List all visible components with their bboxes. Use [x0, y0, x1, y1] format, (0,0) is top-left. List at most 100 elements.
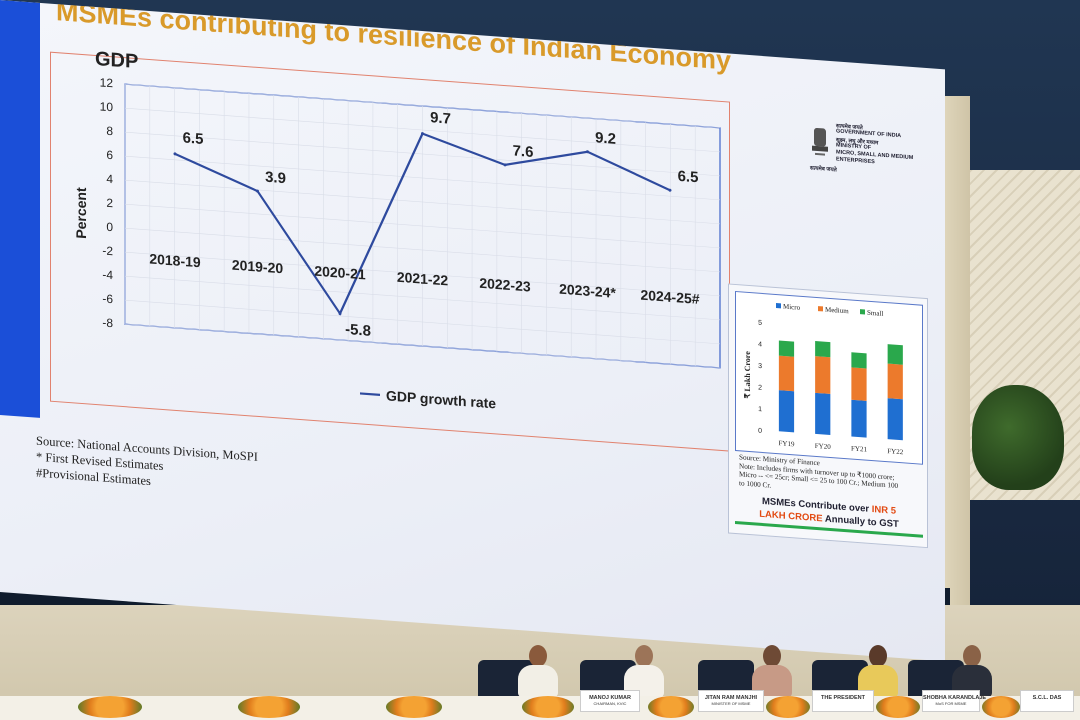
- nameplate-name: SHOBHA KARANDLAJE: [923, 695, 987, 701]
- panelist: [516, 645, 560, 697]
- gst-y-tick-label: 4: [758, 341, 762, 348]
- gst-x-tick-label: FY20: [815, 442, 831, 451]
- data-point: [256, 189, 259, 193]
- logo-tagline: सत्यमेव जयते: [810, 165, 837, 174]
- data-point: [503, 163, 507, 167]
- gst-bar-segment: [815, 392, 831, 435]
- flower-arrangement: [238, 696, 300, 718]
- y-tick-label: 0: [106, 220, 113, 234]
- gst-chart-frame: ₹ Lakh Crore 0 1 2 3 4 5 Micro Medium Small FY19 FY…: [735, 290, 923, 465]
- data-label: 7.6: [513, 142, 534, 161]
- grid-line: [125, 203, 720, 249]
- gst-y-tick-label: 1: [758, 406, 762, 413]
- y-tick-label: 10: [100, 99, 114, 114]
- grid-line: [125, 131, 720, 177]
- flower-arrangement: [876, 696, 920, 718]
- gst-bar-segment: [851, 352, 867, 369]
- y-tick-label: -2: [102, 244, 113, 259]
- y-tick-label: -4: [102, 268, 113, 283]
- projection-screen: MSMEs contributing to resilience of Indi…: [0, 0, 945, 662]
- gst-bar-segment: [887, 398, 903, 441]
- flower-arrangement: [648, 696, 694, 718]
- flower-arrangement: [766, 696, 810, 718]
- y-tick-label: 2: [106, 196, 113, 210]
- legend-label: GDP growth rate: [386, 387, 496, 411]
- nameplate: SHOBHA KARANDLAJE MoS FOR MSME: [922, 690, 987, 712]
- nameplate: JITAN RAM MANJHI MINISTER OF MSME: [698, 690, 764, 712]
- nameplate-role: CHAIRMAN, KVIC: [593, 701, 627, 706]
- nameplate-role: MoS FOR MSME: [935, 701, 967, 706]
- gst-legend-swatch: [776, 302, 781, 309]
- y-tick-label: 4: [106, 172, 113, 186]
- gst-bar-segment: [815, 340, 831, 358]
- y-axis-label: Percent: [73, 186, 89, 239]
- decor-plant: [972, 385, 1064, 490]
- gst-bar-segment: [851, 399, 867, 438]
- data-label: 6.5: [678, 168, 699, 187]
- grid-line: [125, 227, 720, 273]
- grid-line: [125, 323, 720, 369]
- gst-stacked-bar-chart: ₹ Lakh Crore 0 1 2 3 4 5 Micro Medium Small FY19 FY…: [743, 302, 904, 457]
- gst-y-tick-label: 2: [758, 384, 762, 391]
- data-point: [586, 150, 589, 154]
- data-point: [338, 312, 342, 316]
- data-label: 3.9: [265, 169, 286, 188]
- nameplate: THE PRESIDENT: [812, 690, 874, 712]
- y-tick-label: 8: [106, 124, 113, 138]
- nameplate-name: JITAN RAM MANJHI: [704, 695, 758, 701]
- gst-x-tick-label: FY21: [851, 445, 867, 454]
- nameplate: MANOJ KUMAR CHAIRMAN, KVIC: [580, 690, 640, 712]
- nameplate-name: THE PRESIDENT: [820, 695, 865, 701]
- slide-notes: Source: National Accounts Division, MoSP…: [36, 433, 258, 497]
- x-tick-label: 2020-21: [314, 263, 366, 283]
- x-tick-label: 2021-22: [397, 269, 449, 289]
- gst-y-axis-label: ₹ Lakh Crore: [743, 350, 752, 399]
- gst-bar-segment: [851, 367, 867, 401]
- legend-swatch: [360, 392, 380, 397]
- y-tick-label: -6: [102, 292, 113, 307]
- x-tick-label: 2018-19: [149, 251, 201, 271]
- gst-bar-segment: [778, 340, 795, 357]
- gst-bar-segment: [815, 356, 831, 394]
- grid-line: [125, 83, 720, 129]
- x-tick-label: 2023-24*: [559, 281, 616, 301]
- grid-line: [125, 275, 720, 321]
- y-tick-label: 6: [106, 148, 113, 162]
- gst-y-tick-label: 3: [758, 363, 762, 370]
- nameplate-name: MANOJ KUMAR: [589, 695, 631, 701]
- grid-line: [125, 107, 720, 153]
- gst-legend-swatch: [860, 309, 865, 315]
- data-label: 9.2: [595, 129, 616, 148]
- gst-legend-label: Medium: [825, 306, 849, 316]
- data-label: 9.7: [430, 109, 451, 128]
- gst-callout-unit: LAKH CRORE: [759, 508, 823, 525]
- data-point: [668, 188, 672, 192]
- ministry-logo: सत्यमेव जयते GOVERNMENT OF INDIA सूक्ष्म…: [810, 119, 913, 190]
- gst-callout-amount: INR 5: [871, 504, 897, 517]
- nameplate: S.C.L. DAS: [1020, 690, 1074, 712]
- data-point: [421, 132, 424, 136]
- x-tick-label: 2024-25#: [640, 287, 699, 307]
- y-tick-label: 12: [100, 75, 114, 90]
- nameplate-role: MINISTER OF MSME: [711, 701, 751, 706]
- data-label: -5.8: [345, 321, 371, 340]
- flower-arrangement: [78, 696, 142, 718]
- nameplate-name: S.C.L. DAS: [1032, 695, 1062, 701]
- x-tick-label: 2022-23: [479, 275, 531, 295]
- gst-bar-segment: [778, 390, 795, 433]
- panelist: [750, 645, 794, 697]
- chart-title: GDP: [95, 48, 138, 73]
- gst-bar-segment: [887, 344, 903, 365]
- grid-line: [125, 179, 720, 225]
- gst-callout: MSMEs Contribute over INR 5 LAKH CRORE A…: [739, 493, 919, 532]
- gst-bar-segment: [887, 363, 903, 400]
- grid-line: [125, 299, 720, 345]
- gst-x-tick-label: FY22: [887, 447, 903, 456]
- gst-contribution-panel: ₹ Lakh Crore 0 1 2 3 4 5 Micro Medium Small FY19 FY…: [728, 283, 928, 549]
- gdp-line-chart: GDP Percent 12 10 8 6 4 2 0 -2 -4 -6 -8 6.5 3.9 -5.8 9.7…: [73, 48, 721, 411]
- gst-y-tick-label: 0: [758, 428, 762, 435]
- gst-x-tick-label: FY19: [779, 439, 795, 448]
- data-point: [173, 152, 177, 156]
- slide-accent-bar: [0, 0, 40, 418]
- flower-arrangement: [982, 696, 1020, 718]
